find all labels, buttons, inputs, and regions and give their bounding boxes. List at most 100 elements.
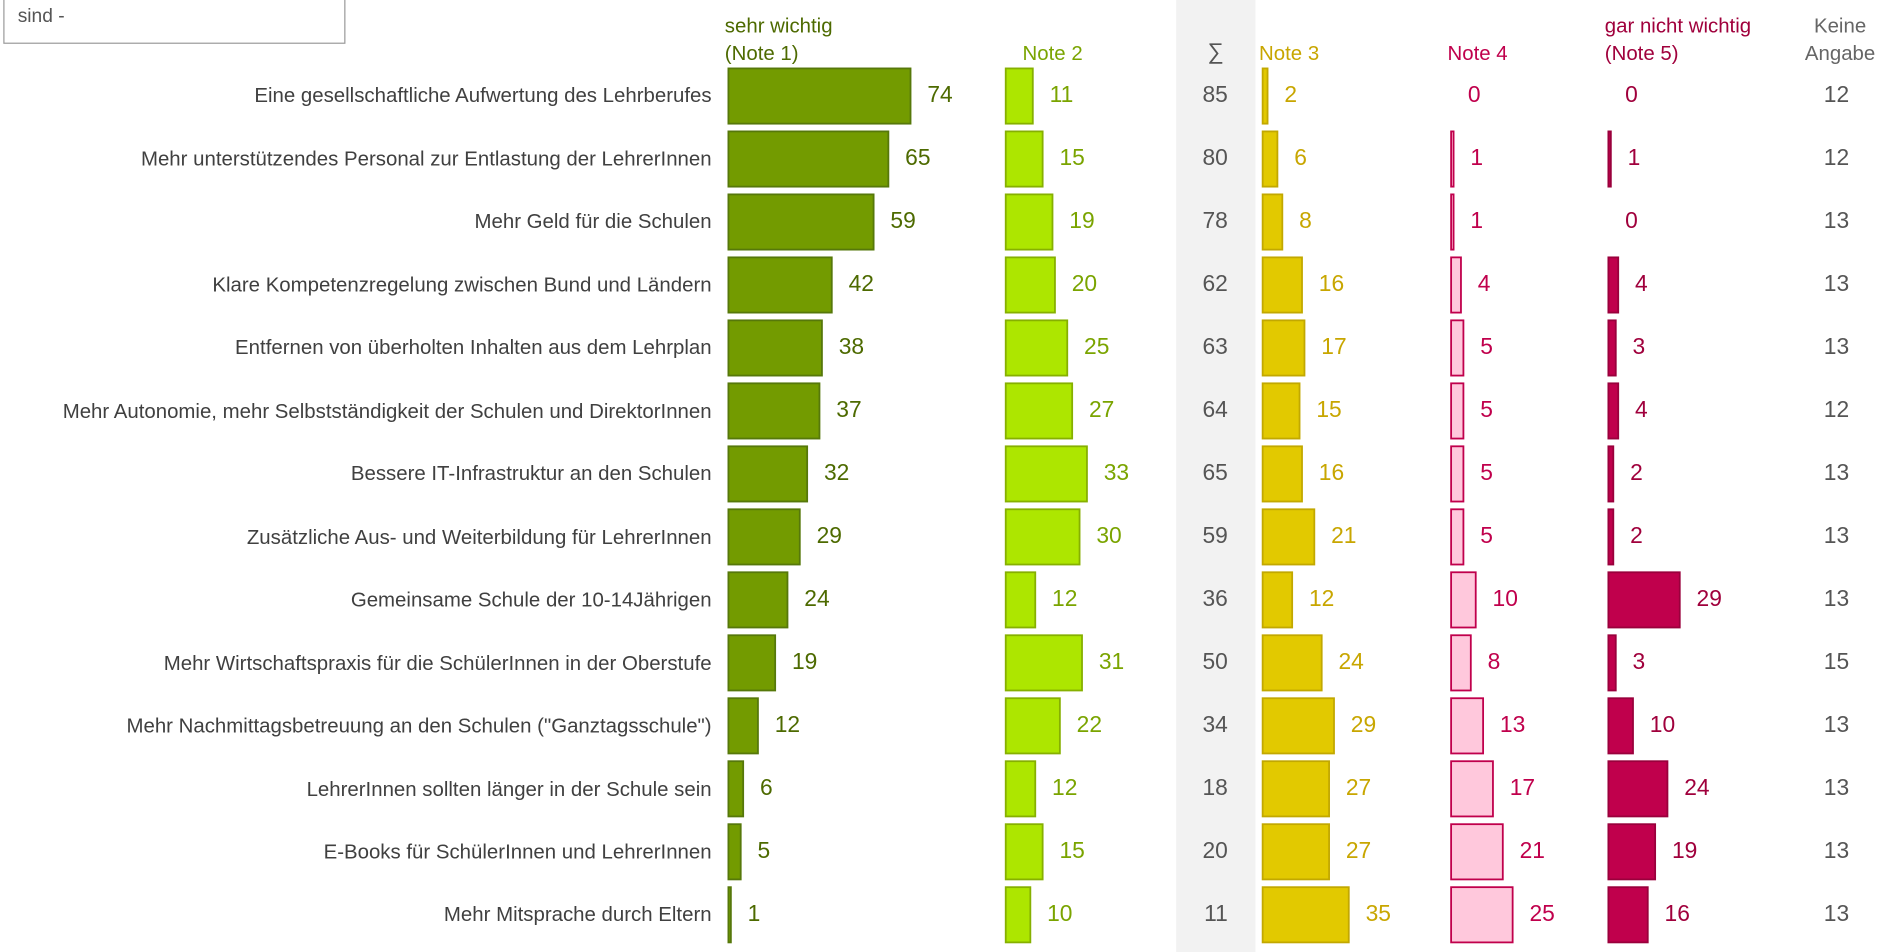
sum-value: 36 [1202,585,1227,611]
no-answer-value: 13 [1824,900,1849,926]
bar [1450,634,1472,692]
value-label: 1 [1470,144,1483,170]
bar [1607,697,1634,755]
value-label: 17 [1321,333,1346,359]
bar [1607,130,1612,188]
bar [727,445,809,503]
value-label: 24 [1339,648,1365,674]
bar [1607,823,1657,881]
note-box [3,0,346,44]
value-label: 12 [1052,774,1077,800]
bar [727,886,732,944]
no-answer-header: Keine Angabe [1804,14,1876,65]
bar [1004,508,1081,566]
bar [1261,886,1350,944]
value-label: 6 [760,774,773,800]
bar [1607,256,1620,314]
series-header-box: Note 3 [1259,42,1319,65]
value-label: 19 [1069,207,1094,233]
value-label: 2 [1284,81,1297,107]
bar [727,67,912,125]
category-label-box: Mehr Geld für die Schulen [475,211,712,234]
value-label: 5 [1480,396,1493,422]
bar [727,256,833,314]
value-label: 16 [1319,459,1344,485]
bar [1004,256,1056,314]
no-answer-value: 12 [1824,144,1849,170]
category-label: Mehr Autonomie, mehr Selbstständigkeit d… [62,399,712,423]
value-label: 10 [1493,585,1518,611]
series-header-box: sehr wichtig (Note 1) [724,14,833,65]
value-label: 12 [1052,585,1077,611]
bar [1607,445,1615,503]
series-header: Note 2 [1022,42,1083,65]
category-label-box: LehrerInnen sollten länger in der Schule… [307,777,712,800]
value-label: 25 [1084,333,1109,359]
category-label-box: Mehr Mitsprache durch Eltern [444,903,712,926]
value-label: 4 [1635,270,1648,296]
category-label: Mehr Nachmittagsbetreuung an den Schulen… [126,714,712,738]
bar [1004,193,1054,251]
value-label: 3 [1633,333,1646,359]
value-label: 4 [1635,396,1648,422]
bar [1450,697,1485,755]
value-label: 2 [1630,522,1643,548]
value-label: 0 [1625,207,1638,233]
value-label: 15 [1059,837,1084,863]
value-label: 35 [1366,900,1391,926]
value-label: 5 [758,837,771,863]
value-label: 10 [1650,711,1675,737]
bar [1261,382,1301,440]
value-label: 25 [1529,900,1554,926]
sum-value: 80 [1202,144,1227,170]
category-label: Zusätzliche Aus- und Weiterbildung für L… [246,525,712,549]
bar [1607,634,1617,692]
bar [727,319,823,377]
no-answer-value: 15 [1824,648,1849,674]
bar [1004,67,1034,125]
no-answer-header-box: Keine Angabe [1804,14,1876,65]
bar [1004,823,1044,881]
category-label: E-Books für SchülerInnen und LehrerInnen [323,840,712,864]
category-label-box: Mehr Autonomie, mehr Selbstständigkeit d… [62,399,712,423]
no-answer-value: 13 [1824,774,1849,800]
value-label: 8 [1299,207,1312,233]
bar [1004,634,1083,692]
value-label: 27 [1346,774,1371,800]
sum-value: 85 [1202,81,1227,107]
value-label: 5 [1480,522,1493,548]
sum-value: 18 [1202,774,1227,800]
value-label: 38 [839,333,864,359]
no-answer-value: 13 [1824,207,1849,233]
sum-value: 50 [1202,648,1227,674]
bar [1450,508,1465,566]
bar [1261,67,1269,125]
no-answer-value: 13 [1824,333,1849,359]
bar [727,823,742,881]
series-header-box: gar nicht wichtig (Note 5) [1605,14,1751,64]
bar [1004,571,1037,629]
category-label: Entfernen von überholten Inhalten aus de… [235,336,712,360]
sum-value: 11 [1204,900,1228,926]
value-label: 5 [1480,333,1493,359]
bar [1261,571,1294,629]
value-label: 31 [1099,648,1124,674]
value-label: 16 [1319,270,1344,296]
value-label: 32 [824,459,849,485]
sum-column-background [1176,0,1256,952]
sum-value: 63 [1202,333,1227,359]
value-label: 59 [890,207,915,233]
category-label-box: Klare Kompetenzregelung zwischen Bund un… [212,274,711,297]
value-label: 3 [1633,648,1646,674]
sum-value: 62 [1202,270,1227,296]
series-header-box: Note 4 [1448,42,1508,65]
value-label: 4 [1478,270,1491,296]
bar [1450,886,1514,944]
value-label: 1 [1628,144,1641,170]
value-label: 65 [905,144,930,170]
bar [1450,193,1455,251]
bar [1261,319,1306,377]
bar [1450,571,1477,629]
series-header: sehr wichtig (Note 1) [724,14,833,65]
value-label: 42 [849,270,874,296]
